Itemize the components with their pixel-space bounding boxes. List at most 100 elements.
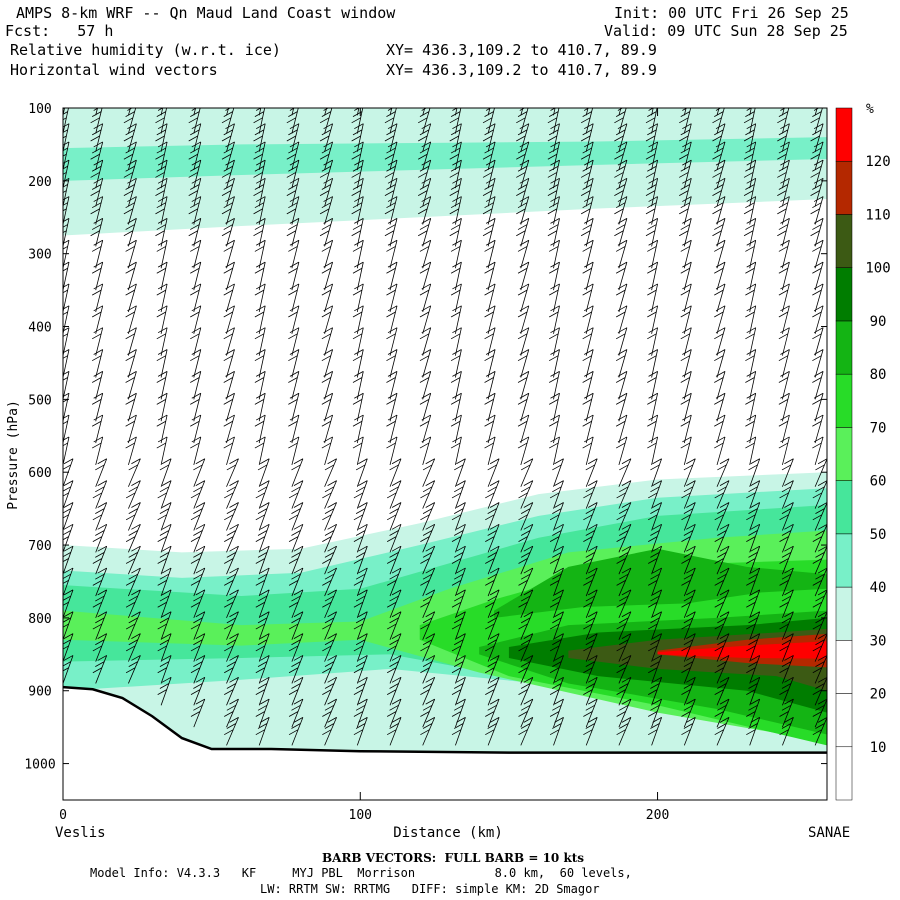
- wind-barb: [548, 392, 560, 422]
- wind-barb: [386, 545, 402, 575]
- wind-barb: [190, 567, 206, 597]
- wind-barb: [221, 123, 235, 152]
- wind-barb: [224, 567, 239, 597]
- wind-barb: [288, 480, 304, 509]
- wind-barb: [714, 611, 730, 640]
- wind-barb: [582, 392, 594, 422]
- wind-barb: [548, 261, 560, 291]
- wind-barb: [518, 523, 534, 553]
- colorbar-label: 60: [870, 474, 887, 490]
- wind-barb: [92, 611, 108, 640]
- wind-barb: [321, 283, 333, 313]
- wind-barb: [516, 159, 530, 189]
- wind-barb: [223, 261, 235, 291]
- colorbar-swatch: [835, 320, 853, 375]
- wind-barb: [582, 261, 594, 291]
- wind-barb: [63, 436, 70, 466]
- wind-barb: [812, 676, 827, 706]
- wind-barb: [746, 717, 761, 746]
- colorbar-label: 20: [870, 687, 887, 703]
- wind-barb: [254, 392, 266, 422]
- wind-barb: [485, 611, 500, 640]
- wind-barb: [253, 177, 266, 207]
- wind-barb: [95, 458, 108, 487]
- y-axis-label: Pressure (hPa): [6, 400, 21, 510]
- wind-barb: [352, 349, 364, 378]
- wind-barb: [190, 502, 206, 531]
- wind-barb: [648, 698, 662, 728]
- field1-xy: XY= 436.3,109.2 to 410.7, 89.9: [386, 41, 657, 59]
- wind-barb: [160, 108, 164, 116]
- wind-barb: [63, 523, 74, 553]
- wind-barb: [386, 371, 398, 400]
- wind-barb: [288, 502, 304, 531]
- wind-barb: [517, 283, 530, 313]
- wind-barb: [482, 141, 496, 171]
- wind-barb: [254, 327, 266, 356]
- forecast-hour: Fcst: 57 h: [5, 22, 114, 40]
- wind-barb: [92, 480, 108, 509]
- colorbar-swatch: [835, 427, 853, 481]
- wind-barb: [451, 480, 466, 509]
- wind-barb: [322, 698, 337, 728]
- wind-barb: [812, 589, 827, 619]
- wind-barb: [190, 414, 202, 444]
- wind-barb: [125, 655, 141, 684]
- wind-barb: [451, 589, 466, 619]
- wind-barb: [451, 611, 466, 640]
- wind-barb: [386, 261, 398, 291]
- x-tick-label: 200: [646, 808, 669, 823]
- wind-barb: [679, 141, 692, 171]
- wind-barb: [351, 177, 364, 207]
- wind-barb: [810, 177, 824, 207]
- wind-barb: [485, 523, 500, 553]
- wind-barb: [353, 676, 368, 706]
- wind-barb: [157, 523, 172, 553]
- wind-barb: [190, 305, 202, 334]
- wind-barb: [616, 480, 632, 509]
- wind-barb: [450, 414, 462, 444]
- wind-barb: [517, 414, 530, 444]
- wind-barb: [190, 523, 206, 553]
- wind-barb: [745, 414, 757, 444]
- wind-barb: [353, 545, 368, 575]
- wind-barb: [681, 611, 696, 640]
- y-tick-label: 300: [28, 248, 51, 263]
- wind-barb: [450, 305, 462, 334]
- terrain-ground: [63, 687, 827, 800]
- colorbar-swatch: [835, 160, 853, 215]
- wind-barb: [321, 327, 333, 356]
- wind-barb: [679, 123, 692, 152]
- wind-barb: [254, 261, 266, 291]
- chart-title: AMPS 8-km WRF -- Qn Maud Land Coast wind…: [16, 4, 396, 22]
- wind-barb: [157, 655, 172, 684]
- wind-barb: [683, 458, 696, 487]
- wind-barb: [223, 239, 235, 269]
- wind-barb: [585, 108, 589, 116]
- wind-barb: [716, 108, 720, 116]
- wind-barb: [90, 177, 104, 207]
- wind-barb: [779, 633, 794, 662]
- wind-barb: [449, 218, 462, 247]
- wind-barb: [616, 676, 632, 706]
- wind-barb: [582, 414, 594, 444]
- wind-barb: [645, 177, 658, 207]
- wind-barb: [518, 611, 534, 640]
- wind-barb: [190, 283, 202, 313]
- wind-barb: [155, 196, 168, 225]
- wind-barb: [812, 717, 827, 746]
- wind-barb: [814, 108, 818, 116]
- wind-barb: [810, 218, 824, 247]
- wind-barb: [123, 123, 137, 152]
- wind-barb: [286, 141, 300, 171]
- wind-barb: [516, 108, 529, 134]
- wind-barb: [417, 108, 431, 134]
- wind-barb: [518, 480, 534, 509]
- wind-barb: [516, 218, 530, 247]
- wind-barb: [517, 305, 530, 334]
- wind-barb: [812, 655, 827, 684]
- wind-barb: [580, 141, 594, 171]
- wind-barb: [518, 698, 534, 728]
- wind-barb: [223, 349, 235, 378]
